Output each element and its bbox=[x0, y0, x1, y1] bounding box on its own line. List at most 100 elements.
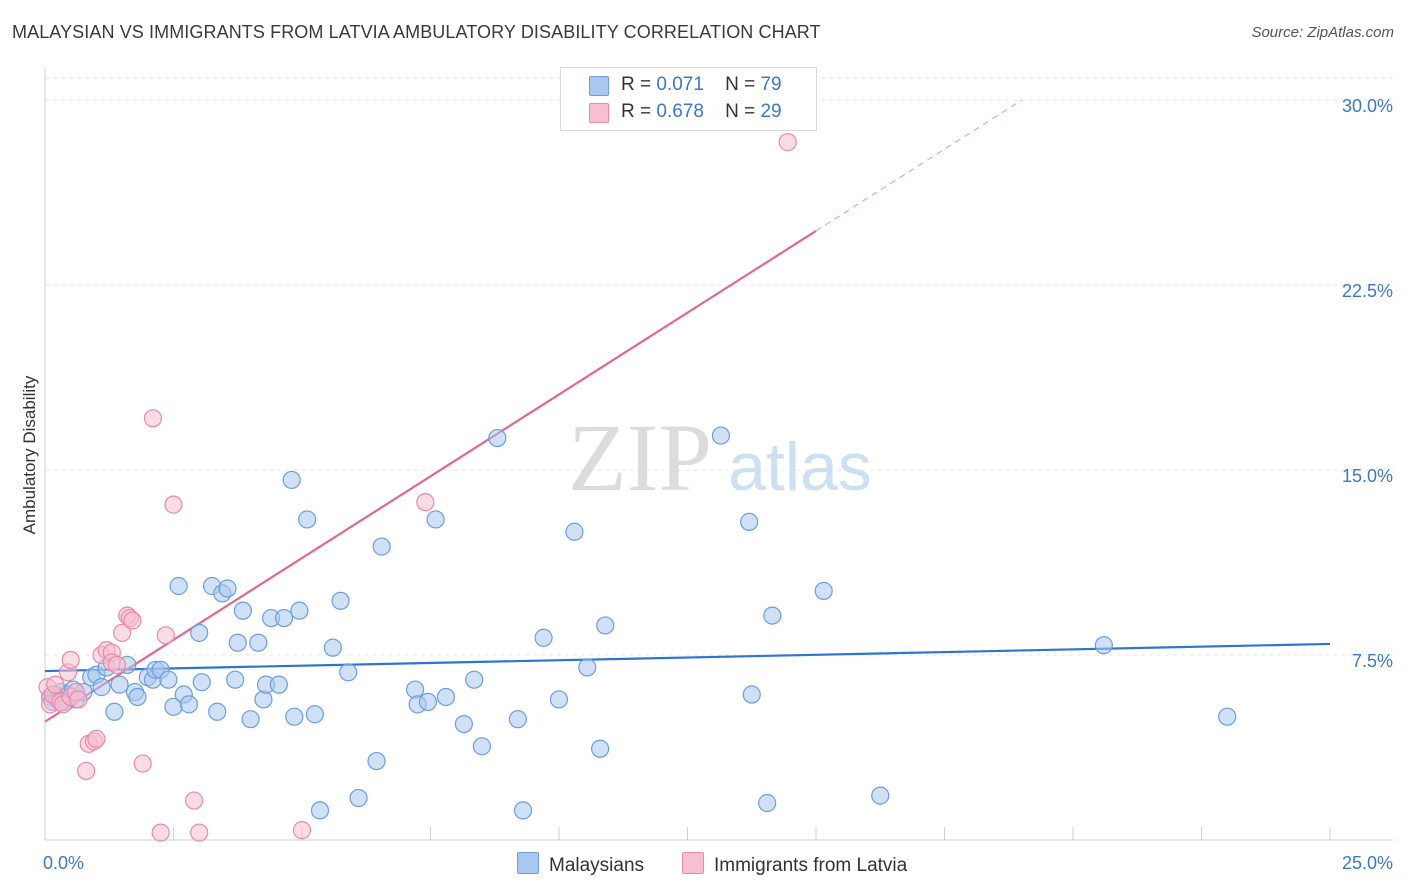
data-point-malaysians bbox=[513, 801, 533, 820]
data-point-malaysians bbox=[871, 786, 890, 805]
data-point-latvia bbox=[77, 761, 96, 781]
legend-swatch-pink bbox=[682, 852, 704, 874]
data-point-malaysians bbox=[596, 616, 615, 635]
legend-r-value: 0.678 bbox=[656, 101, 704, 122]
chart-title: MALAYSIAN VS IMMIGRANTS FROM LATVIA AMBU… bbox=[12, 22, 821, 42]
legend-r-label: R = bbox=[621, 101, 652, 122]
data-point-latvia bbox=[69, 690, 88, 709]
data-point-malaysians bbox=[290, 601, 309, 620]
data-point-malaysians bbox=[472, 737, 491, 756]
legend-r-label: R = bbox=[621, 74, 652, 95]
data-point-malaysians bbox=[218, 579, 237, 598]
watermark-atlas: atlas bbox=[728, 429, 872, 505]
data-point-malaysians bbox=[534, 628, 553, 647]
data-point-malaysians bbox=[349, 788, 368, 808]
data-point-malaysians bbox=[192, 673, 211, 692]
data-point-malaysians bbox=[372, 537, 391, 556]
data-point-malaysians bbox=[758, 793, 777, 813]
data-point-malaysians bbox=[740, 512, 759, 531]
tick-labels: 7.5% 15.0% 22.5% 30.0% 0.0% 25.0% bbox=[43, 96, 1393, 873]
bottom-legend-latvia[interactable]: Immigrants from Latvia bbox=[682, 852, 907, 877]
data-point-malaysians bbox=[208, 702, 227, 721]
data-point-malaysians bbox=[591, 739, 610, 758]
trend-line-latvia-extension bbox=[815, 99, 1022, 232]
data-point-malaysians bbox=[418, 692, 438, 712]
legend-swatch-blue bbox=[517, 852, 539, 874]
x-tick-label: 25.0% bbox=[1342, 853, 1393, 873]
data-point-malaysians bbox=[249, 633, 268, 652]
data-point-latvia bbox=[46, 675, 65, 694]
data-point-latvia bbox=[184, 791, 204, 810]
data-point-malaysians bbox=[508, 710, 527, 729]
data-point-malaysians bbox=[233, 601, 252, 620]
data-point-malaysians bbox=[169, 576, 188, 596]
data-point-malaysians bbox=[465, 670, 484, 689]
y-tick-label: 7.5% bbox=[1352, 651, 1393, 671]
data-point-malaysians bbox=[549, 690, 569, 709]
data-point-malaysians bbox=[285, 707, 304, 726]
legend-r-value: 0.071 bbox=[656, 74, 704, 95]
data-point-latvia bbox=[151, 823, 170, 842]
data-point-malaysians bbox=[305, 705, 324, 724]
data-point-latvia bbox=[123, 611, 142, 630]
watermark: ZIP atlas bbox=[568, 404, 872, 511]
legend-swatch-pink bbox=[589, 103, 609, 123]
watermark-zip: ZIP bbox=[568, 404, 712, 511]
data-point-malaysians bbox=[282, 470, 301, 490]
data-point-latvia bbox=[112, 623, 132, 642]
data-point-malaysians bbox=[1094, 636, 1113, 655]
bottom-legend-label: Immigrants from Latvia bbox=[714, 855, 908, 876]
data-point-malaysians bbox=[228, 633, 247, 652]
data-point-latvia bbox=[156, 626, 175, 645]
data-point-latvia bbox=[778, 133, 797, 152]
data-point-malaysians bbox=[565, 522, 584, 541]
gridlines bbox=[45, 77, 1393, 656]
data-point-malaysians bbox=[488, 428, 507, 448]
data-point-latvia bbox=[107, 655, 127, 675]
data-point-malaysians bbox=[254, 690, 273, 709]
data-point-malaysians bbox=[367, 751, 386, 771]
data-point-latvia bbox=[133, 754, 152, 773]
data-point-malaysians bbox=[226, 670, 245, 689]
data-point-latvia bbox=[164, 495, 183, 514]
data-point-malaysians bbox=[110, 675, 129, 694]
data-point-malaysians bbox=[454, 714, 474, 734]
data-point-latvia bbox=[143, 409, 163, 428]
data-point-malaysians bbox=[339, 663, 358, 682]
data-point-malaysians bbox=[298, 510, 317, 529]
data-point-malaysians bbox=[92, 678, 111, 697]
data-point-malaysians bbox=[105, 702, 124, 721]
bottom-legend-label: Malaysians bbox=[549, 855, 645, 876]
data-point-malaysians bbox=[159, 670, 178, 689]
data-point-malaysians bbox=[331, 591, 350, 610]
data-point-malaysians bbox=[436, 687, 456, 707]
data-point-malaysians bbox=[190, 623, 209, 642]
y-tick-label: 15.0% bbox=[1342, 466, 1393, 486]
trend-line-malaysians bbox=[44, 642, 1331, 673]
data-point-malaysians bbox=[179, 695, 199, 714]
data-point-latvia bbox=[61, 650, 80, 670]
bottom-legend-malaysians[interactable]: Malaysians bbox=[517, 852, 644, 877]
legend-n-value: 79 bbox=[760, 74, 782, 95]
legend-n-label: N = bbox=[725, 101, 756, 122]
data-point-malaysians bbox=[578, 658, 597, 677]
y-tick-label: 22.5% bbox=[1342, 281, 1393, 301]
series-immigrants-from-latvia bbox=[38, 133, 797, 842]
y-tick-label: 30.0% bbox=[1342, 96, 1393, 116]
legend-n-label: N = bbox=[725, 74, 756, 95]
data-point-malaysians bbox=[711, 426, 731, 445]
data-point-latvia bbox=[292, 821, 312, 840]
data-point-malaysians bbox=[274, 608, 294, 628]
x-tick-label: 0.0% bbox=[43, 853, 84, 873]
data-point-malaysians bbox=[1218, 707, 1237, 726]
data-point-latvia bbox=[87, 729, 106, 748]
data-point-malaysians bbox=[763, 606, 782, 625]
data-point-malaysians bbox=[323, 638, 342, 657]
legend-swatch-blue bbox=[589, 76, 609, 96]
data-point-malaysians bbox=[241, 710, 260, 729]
data-point-malaysians bbox=[426, 510, 445, 529]
data-point-latvia bbox=[190, 823, 209, 842]
data-point-malaysians bbox=[742, 685, 761, 704]
data-point-malaysians bbox=[310, 801, 330, 820]
